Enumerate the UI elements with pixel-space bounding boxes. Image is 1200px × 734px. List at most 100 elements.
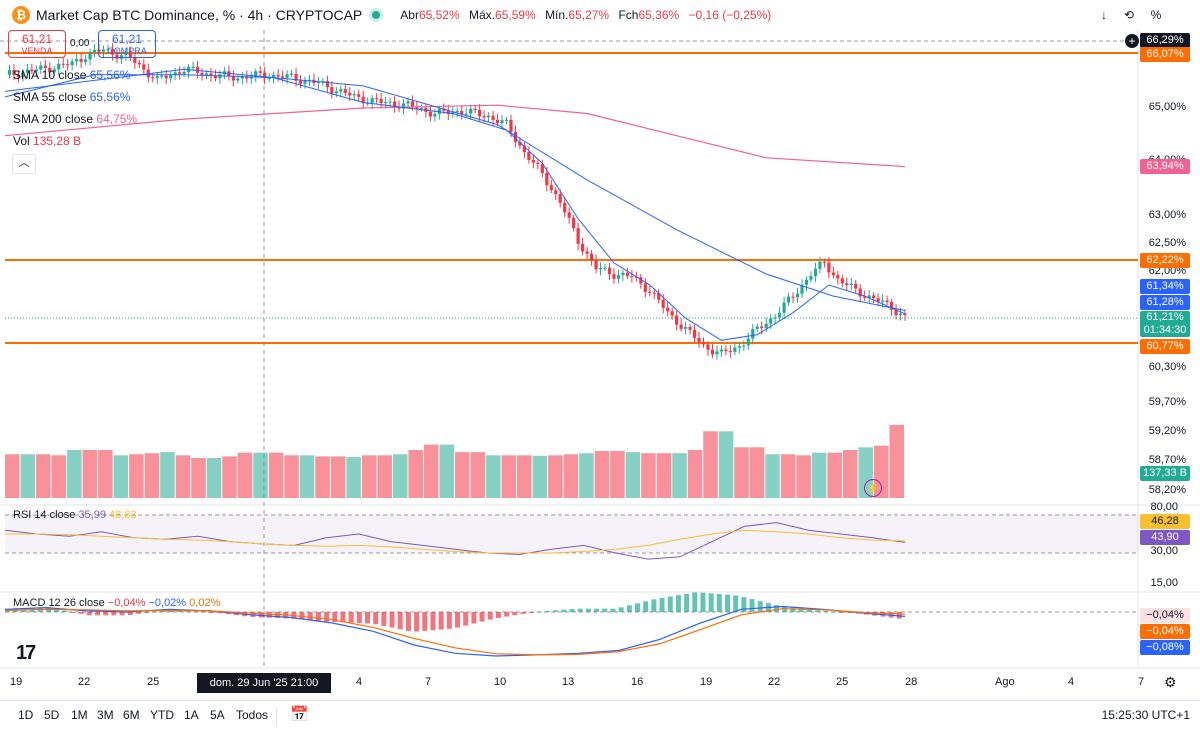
candle-body [478, 109, 482, 117]
timeframe-1m[interactable]: 1M [71, 708, 88, 722]
macd-histogram-bar [479, 612, 485, 622]
volume-bar [253, 452, 268, 498]
volume-bar [796, 455, 811, 498]
legend-sma10[interactable]: SMA 10 close 65,56% [13, 68, 131, 82]
macd-histogram-bar [504, 612, 510, 617]
price-axis-label: 65,00% [1148, 101, 1186, 113]
legend-sma200[interactable]: SMA 200 close 64,75% [13, 112, 138, 126]
candle-body [272, 74, 276, 79]
candle-body [61, 63, 65, 65]
rsi-axis-label: 15,00 [1150, 577, 1178, 589]
volume-bar [160, 452, 175, 498]
date-range-icon[interactable]: 📅 [290, 706, 309, 723]
macd-histogram-bar [62, 610, 68, 612]
buy-button[interactable]: 61,21 COMPRA [98, 30, 156, 58]
candle-body [25, 69, 29, 73]
candle-body [482, 116, 486, 118]
volume-bar [330, 456, 346, 498]
volume-bar [889, 424, 904, 498]
macd-hist-tag: −0,04% [1140, 608, 1190, 623]
timeframe-ytd[interactable]: YTD [150, 708, 174, 722]
add-alert-icon[interactable]: + [1125, 34, 1139, 48]
symbol-title[interactable]: Market Cap BTC Dominance, % · 4h · CRYPT… [36, 7, 363, 23]
candle-body [469, 108, 473, 114]
candle-body [285, 74, 289, 78]
macd-histogram-bar [700, 592, 706, 612]
macd-legend[interactable]: MACD 12 26 close −0,04% −0,02% 0,02% [13, 597, 221, 609]
candle-body [325, 81, 329, 88]
macd-histogram-bar [675, 595, 681, 612]
rsi-ma-line [5, 529, 906, 554]
candle-body [231, 75, 235, 81]
collapse-legend-icon[interactable]: ︿ [12, 154, 36, 174]
candle-body [755, 326, 759, 329]
macd-histogram-bar [54, 608, 60, 612]
candle-body [603, 267, 607, 269]
macd-histogram-bar [585, 608, 591, 612]
macd-histogram-bar [790, 607, 796, 612]
rsi-axis-label: 80,00 [1150, 501, 1178, 513]
volume-bar [67, 449, 82, 498]
reset-icon[interactable]: ⟲ [1123, 8, 1135, 22]
candle-body [16, 74, 21, 78]
candle-body [43, 65, 47, 68]
candle-body [661, 299, 665, 308]
macd-histogram-bar [651, 599, 657, 612]
percent-scale-button[interactable]: % [1150, 8, 1162, 22]
candle-body [688, 327, 692, 330]
volume-tag: 137,33 B [1140, 466, 1190, 481]
volume-bar [36, 454, 51, 498]
candle-body [572, 217, 576, 229]
candle-body [254, 71, 258, 77]
settings-gear-icon[interactable]: ⚙ [1164, 674, 1177, 690]
volume-bar [641, 453, 656, 498]
volume-bar [51, 455, 67, 498]
download-icon[interactable]: ↓ [1101, 8, 1107, 22]
clock-timezone[interactable]: 15:25:30 UTC+1 [1101, 708, 1190, 722]
candle-body [75, 59, 79, 62]
volume-bar [129, 454, 144, 498]
timeframe-1a[interactable]: 1A [184, 708, 199, 722]
volume-bar [827, 452, 842, 498]
time-axis-label: 22 [78, 676, 91, 688]
candle-body [598, 267, 603, 270]
candle-body [464, 113, 468, 115]
crosshair-time-label: dom. 29 Jun '25 21:00 [197, 673, 331, 693]
candle-body [643, 283, 647, 292]
candle-body [549, 185, 553, 191]
sell-button[interactable]: 61,21 VENDA [8, 30, 66, 58]
timeframe-3m[interactable]: 3M [97, 708, 114, 722]
candle-body [460, 110, 464, 115]
legend-sma55[interactable]: SMA 55 close 65,56% [13, 90, 131, 104]
candle-body [178, 72, 182, 74]
candle-body [840, 278, 844, 284]
macd-histogram-bar [659, 597, 665, 612]
timeframe-1d[interactable]: 1D [18, 708, 34, 722]
timeframe-6m[interactable]: 6M [123, 708, 140, 722]
candle-body [240, 76, 244, 79]
macd-histogram-bar [397, 612, 403, 630]
rsi-legend[interactable]: RSI 14 close 35,99 48,83 [13, 509, 137, 521]
candle-body [348, 92, 352, 96]
candle-body [267, 78, 271, 80]
legend-volume[interactable]: Vol 135,28 B [13, 134, 82, 148]
macd-histogram-bar [381, 612, 387, 626]
price-axis-label: 59,70% [1148, 396, 1186, 408]
candle-body [204, 73, 209, 76]
candle-body [728, 351, 732, 353]
volume-bar [315, 456, 330, 498]
timeframe-5a[interactable]: 5A [210, 708, 225, 722]
volume-bar [656, 453, 672, 498]
candle-body [339, 89, 343, 92]
macd-histogram-bar [414, 612, 420, 632]
candle-body [558, 194, 562, 203]
time-axis-label: 19 [10, 676, 23, 688]
price-tag-sma10: 61,28% [1140, 295, 1190, 310]
macd-histogram-bar [569, 608, 575, 612]
timeframe-5d[interactable]: 5D [44, 708, 60, 722]
lightning-icon[interactable]: ⚡ [864, 479, 882, 497]
candle-body [706, 344, 710, 350]
candle-body [88, 52, 92, 60]
timeframe-all[interactable]: Todos [236, 708, 269, 722]
